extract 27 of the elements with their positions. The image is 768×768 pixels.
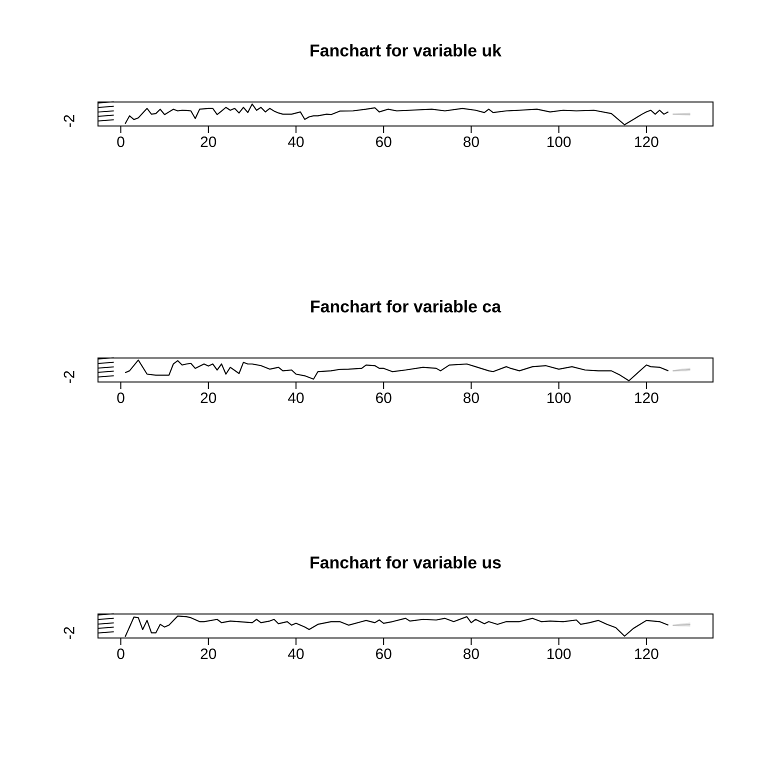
x-tick-label: 100 [548, 648, 571, 660]
x-tick-label: 60 [376, 392, 392, 404]
x-tick-label: 20 [200, 136, 216, 148]
x-tick-label: 0 [117, 392, 124, 404]
x-tick-label: 120 [635, 648, 658, 660]
x-tick-label: 20 [200, 648, 216, 660]
x-tick-label: 40 [288, 648, 304, 660]
x-tick-label: 80 [464, 392, 479, 404]
text: -2 [64, 371, 74, 383]
x-tick-label: 100 [548, 392, 571, 404]
chart-title: Fanchart for variable ca [311, 300, 502, 312]
x-tick-label: 0 [117, 648, 124, 660]
x-tick-label: 120 [635, 136, 658, 148]
chart-title: Fanchart for variable uk [310, 44, 502, 56]
x-tick-label: 120 [635, 392, 658, 404]
x-tick-label: 80 [464, 136, 479, 148]
text: -2 [64, 627, 74, 639]
x-tick-label: 100 [548, 136, 571, 148]
chart-title: Fanchart for variable us [310, 556, 501, 569]
text: -2 [64, 115, 74, 127]
x-tick-label: 20 [200, 392, 216, 404]
x-tick-label: 40 [288, 392, 304, 404]
x-tick-label: 60 [376, 648, 392, 660]
x-tick-label: 40 [288, 136, 304, 148]
x-tick-label: 60 [376, 136, 392, 148]
x-tick-label: 0 [117, 136, 124, 148]
x-tick-label: 80 [464, 648, 479, 660]
